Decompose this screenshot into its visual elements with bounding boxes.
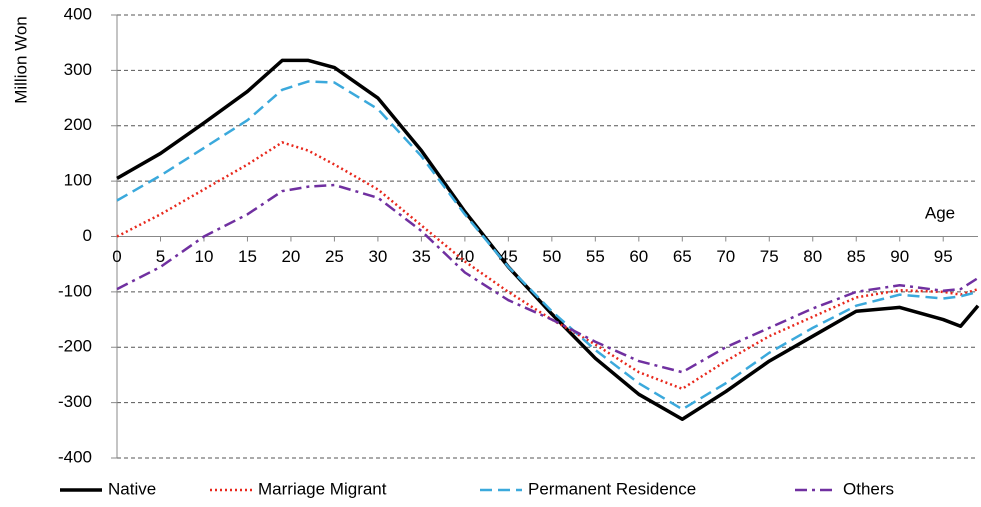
legend-label: Permanent Residence — [528, 479, 696, 498]
x-tick-label: 30 — [368, 247, 387, 266]
series-line — [116, 183, 979, 374]
x-tick-label: 70 — [716, 247, 735, 266]
x-tick-label: 35 — [412, 247, 431, 266]
y-tick-label: 400 — [64, 4, 92, 23]
y-tick-label: -200 — [58, 337, 92, 356]
x-tick-label: 40 — [455, 247, 474, 266]
y-tick-label: 300 — [64, 60, 92, 79]
legend-label: Marriage Migrant — [258, 479, 387, 498]
y-tick-label: -100 — [58, 281, 92, 300]
x-tick-label: 20 — [281, 247, 300, 266]
y-tick-label: -300 — [58, 392, 92, 411]
series-line — [116, 141, 979, 391]
x-tick-label: 90 — [890, 247, 909, 266]
x-tick-label: 80 — [803, 247, 822, 266]
x-tick-label: 55 — [586, 247, 605, 266]
x-tick-label: 95 — [934, 247, 953, 266]
x-axis-title: Age — [925, 203, 955, 222]
legend-label: Native — [108, 479, 156, 498]
y-axis-title: Million Won — [11, 16, 30, 104]
y-tick-label: 200 — [64, 115, 92, 134]
x-tick-label: 15 — [238, 247, 257, 266]
y-tick-label: 100 — [64, 171, 92, 190]
x-tick-label: 85 — [847, 247, 866, 266]
x-tick-label: 0 — [112, 247, 121, 266]
x-tick-label: 60 — [629, 247, 648, 266]
y-tick-label: 0 — [83, 226, 92, 245]
x-tick-label: 5 — [156, 247, 165, 266]
x-tick-label: 75 — [760, 247, 779, 266]
x-tick-label: 25 — [325, 247, 344, 266]
x-tick-label: 65 — [673, 247, 692, 266]
x-tick-label: 50 — [542, 247, 561, 266]
series-line — [116, 80, 979, 411]
series-line — [116, 58, 980, 421]
x-tick-label: 10 — [195, 247, 214, 266]
y-tick-label: -400 — [58, 447, 92, 466]
legend-label: Others — [843, 479, 894, 498]
